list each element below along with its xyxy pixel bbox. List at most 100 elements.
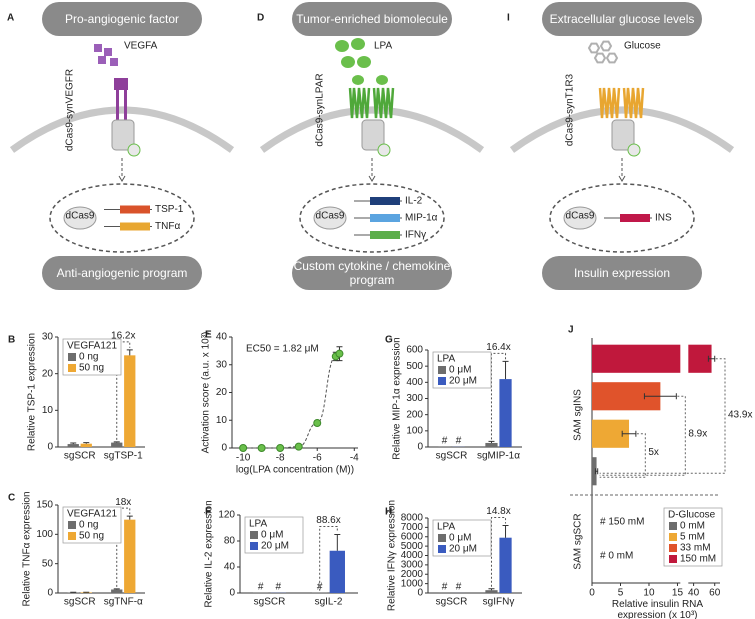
gene-block: [620, 214, 650, 222]
arrow-head: [368, 175, 376, 182]
legend-label: 0 ng: [79, 352, 98, 363]
y-tick-label: 40: [216, 332, 228, 343]
receptor: [622, 87, 645, 119]
legend-title: VEGFA121: [67, 509, 117, 520]
receptor: [114, 78, 128, 90]
x-tick-label: 15: [672, 588, 684, 599]
dcas9-complex: [313, 206, 347, 230]
dcas9-block: [611, 119, 635, 151]
cell-membrane: [9, 106, 235, 153]
note: # 150 mM: [600, 517, 644, 528]
arrow-head: [118, 175, 126, 182]
ligand-icon: [104, 48, 112, 56]
x-tick-label: 60: [709, 588, 721, 599]
y-tick-label: 0: [417, 442, 423, 453]
cell-membrane: [259, 106, 485, 153]
legend-title: LPA: [437, 522, 455, 533]
legend-label: 50 ng: [79, 363, 104, 374]
value-label: #: [456, 435, 462, 446]
nucleus-label: dCas9: [316, 211, 345, 222]
fold-change: 43.9x: [728, 410, 752, 421]
top-pill: Extracellular glucose levels: [542, 2, 702, 36]
fold-bracket: [490, 352, 507, 440]
fold-bracket: [319, 526, 338, 591]
legend-swatch: [68, 532, 76, 540]
fold-change: 8.9x: [688, 428, 707, 439]
y-tick-label: 0: [229, 588, 235, 599]
panel-letter: F: [205, 507, 211, 518]
receptor: [372, 87, 395, 119]
error-bar: [707, 355, 716, 362]
y-tick-label: 2000: [401, 569, 424, 580]
error-bar: [643, 393, 677, 400]
legend-swatch: [438, 534, 446, 542]
legend-swatch: [438, 366, 446, 374]
y-tick-label: 3000: [401, 560, 424, 571]
fit-curve: [243, 353, 340, 449]
data-point: [239, 444, 248, 452]
y-tick-label: 7000: [401, 522, 424, 533]
y-tick-label: 10: [42, 405, 54, 416]
bar: [124, 519, 136, 593]
receptor: [598, 87, 621, 119]
legend-title: D-Glucose: [668, 510, 716, 521]
legend-swatch: [669, 555, 677, 563]
error-bar: [621, 430, 637, 437]
value-label: #: [442, 435, 448, 446]
ligand-icon: [335, 40, 349, 52]
error-bar: [113, 588, 120, 590]
x-tick-label: 5: [618, 588, 624, 599]
x-tick-label: sgSCR: [64, 597, 96, 608]
y-tick-label: 150: [36, 500, 53, 511]
legend-swatch: [68, 521, 76, 529]
bar: [67, 444, 79, 447]
y-tick-label: 80: [224, 536, 236, 547]
x-tick-label: sgSCR: [254, 597, 286, 608]
legend-label: 0 μM: [261, 530, 283, 541]
error-bar: [488, 588, 495, 591]
y-tick-label: 100: [406, 425, 423, 436]
fold-bracket: [599, 358, 726, 474]
ligand-icon: [357, 56, 371, 68]
legend-label: 150 mM: [680, 554, 716, 565]
panel-letter: G: [385, 335, 393, 346]
fold-change: 5x: [648, 447, 659, 458]
panel-letter: I: [507, 13, 510, 24]
nucleus-label: dCas9: [566, 211, 595, 222]
cell-membrane: [509, 106, 735, 153]
y-tick-label: 8000: [401, 513, 424, 524]
group-label: SAM sgSCR: [573, 513, 584, 569]
ligand-icon: [593, 52, 607, 64]
data-point: [335, 349, 344, 358]
fold-change: 18x: [115, 497, 131, 508]
receptor: [116, 90, 119, 120]
ligand-icon: [110, 58, 118, 66]
x-tick-label: sgSCR: [436, 451, 468, 462]
value-label: #: [276, 581, 282, 592]
legend-title: LPA: [249, 519, 267, 530]
y-tick-label: 400: [406, 377, 423, 388]
receptor-ligand: [376, 75, 388, 85]
receptor-label: dCas9-synVEGFR: [65, 69, 76, 151]
gene-block: [370, 231, 400, 239]
legend-swatch: [250, 531, 258, 539]
error-bar: [126, 515, 133, 520]
x-axis-label: Relative insulin RNA expression (x 10³): [611, 599, 704, 619]
bar: [485, 442, 498, 447]
legend-swatch: [438, 545, 446, 553]
legend-label: 5 mM: [680, 532, 705, 543]
x-tick-label: sgMIP-1α: [477, 451, 520, 462]
y-tick-label: 100: [36, 529, 53, 540]
legend-title: VEGFA121: [67, 341, 117, 352]
y-tick-label: 40: [224, 562, 236, 573]
y-axis-label: Relative MIP-1α expression: [392, 337, 403, 460]
x-tick-label: sgSCR: [436, 597, 468, 608]
legend-label: 20 μM: [449, 544, 477, 555]
ligand-icon: [599, 40, 613, 52]
y-axis-label: Relative TSP-1 expression: [27, 333, 38, 451]
ec50-label: EC50 = 1.82 μM: [246, 344, 319, 355]
error-bar: [334, 534, 341, 551]
error-bar: [70, 442, 77, 445]
y-tick-label: 600: [406, 345, 423, 356]
y-tick-label: 120: [218, 510, 235, 521]
